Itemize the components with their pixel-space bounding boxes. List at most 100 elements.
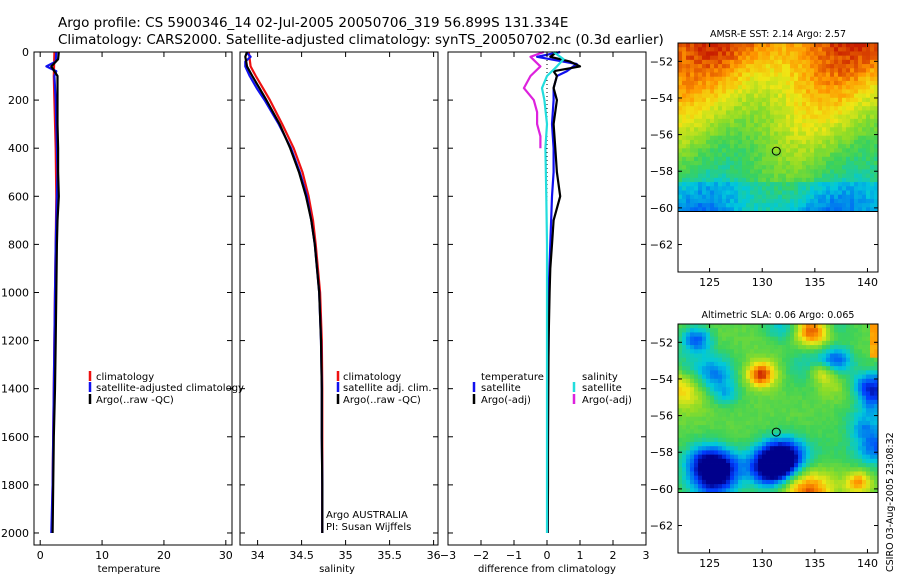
field-cell xyxy=(854,198,859,204)
field-cell xyxy=(810,437,815,443)
field-cell xyxy=(742,198,747,204)
field-cell xyxy=(806,484,811,489)
field-cell xyxy=(758,47,763,52)
field-cell xyxy=(722,207,727,212)
field-cell xyxy=(742,148,747,153)
field-cell xyxy=(682,349,687,354)
field-cell xyxy=(754,152,759,158)
field-cell xyxy=(810,59,815,65)
field-cell xyxy=(826,349,831,354)
field-cell xyxy=(854,387,859,392)
field-cell xyxy=(806,182,811,187)
field-cell xyxy=(682,148,687,153)
field-cell xyxy=(738,59,743,65)
field-cell xyxy=(842,416,847,422)
field-cell xyxy=(782,203,787,208)
field-cell xyxy=(734,47,739,52)
field-cell xyxy=(774,64,779,69)
field-cell xyxy=(822,148,827,153)
field-cell xyxy=(818,160,823,166)
field-cell xyxy=(858,51,863,57)
x-tick-label: 35 xyxy=(339,549,353,562)
field-cell xyxy=(866,169,871,175)
field-cell xyxy=(690,72,695,78)
field-cell xyxy=(750,127,755,132)
field-cell xyxy=(858,135,863,141)
field-cell xyxy=(706,148,711,153)
field-cell xyxy=(682,182,687,187)
field-cell xyxy=(762,340,767,346)
field-cell xyxy=(722,59,727,65)
field-cell xyxy=(794,488,799,493)
field-cell xyxy=(766,484,771,489)
field-cell xyxy=(818,340,823,346)
field-cell xyxy=(754,345,759,350)
field-cell xyxy=(766,361,771,367)
field-cell xyxy=(790,76,795,82)
field-cell xyxy=(714,332,719,338)
field-cell xyxy=(854,450,859,456)
field-cell xyxy=(846,336,851,342)
field-cell xyxy=(686,429,691,434)
field-cell xyxy=(714,324,719,329)
field-cell xyxy=(790,131,795,137)
field-cell xyxy=(822,366,827,371)
x-tick-label: 10 xyxy=(95,549,109,562)
field-cell xyxy=(718,332,723,338)
field-cell xyxy=(750,114,755,120)
field-cell xyxy=(702,416,707,422)
field-cell xyxy=(722,76,727,82)
field-cell xyxy=(722,51,727,57)
field-cell xyxy=(846,55,851,61)
field-cell xyxy=(738,106,743,111)
field-cell xyxy=(790,488,795,493)
field-cell xyxy=(874,80,879,86)
field-cell xyxy=(834,484,839,489)
field-cell xyxy=(734,454,739,460)
field-cell xyxy=(870,156,875,162)
field-cell xyxy=(802,458,807,464)
field-cell xyxy=(842,190,847,196)
field-cell xyxy=(838,370,843,375)
field-cell xyxy=(846,488,851,493)
field-cell xyxy=(706,370,711,375)
field-cell xyxy=(702,190,707,196)
field-cell xyxy=(706,475,711,481)
field-cell xyxy=(790,441,795,447)
field-cell xyxy=(738,190,743,196)
field-cell xyxy=(770,173,775,179)
field-cell xyxy=(782,412,787,418)
field-cell xyxy=(830,378,835,384)
field-cell xyxy=(702,173,707,179)
field-cell xyxy=(766,475,771,481)
field-cell xyxy=(714,72,719,78)
field-cell xyxy=(750,357,755,363)
field-cell xyxy=(790,340,795,346)
field-cell xyxy=(854,458,859,464)
field-cell xyxy=(870,328,875,333)
field-cell xyxy=(678,324,683,329)
field-cell xyxy=(730,324,735,329)
field-cell xyxy=(854,173,859,179)
field-cell xyxy=(838,203,843,208)
field-cell xyxy=(862,182,867,187)
field-cell xyxy=(870,366,875,371)
field-cell xyxy=(686,123,691,128)
field-cell xyxy=(766,198,771,204)
field-cell xyxy=(694,328,699,333)
field-cell xyxy=(874,165,879,170)
field-cell xyxy=(746,110,751,116)
field-cell xyxy=(766,169,771,175)
field-cell xyxy=(866,467,871,472)
field-cell xyxy=(822,479,827,485)
field-cell xyxy=(686,391,691,397)
field-cell xyxy=(858,203,863,208)
field-cell xyxy=(686,182,691,187)
field-cell xyxy=(834,203,839,208)
field-cell xyxy=(786,123,791,128)
field-cell xyxy=(718,324,723,329)
field-cell xyxy=(734,471,739,477)
field-cell xyxy=(806,76,811,82)
field-cell xyxy=(758,190,763,196)
field-cell xyxy=(714,340,719,346)
